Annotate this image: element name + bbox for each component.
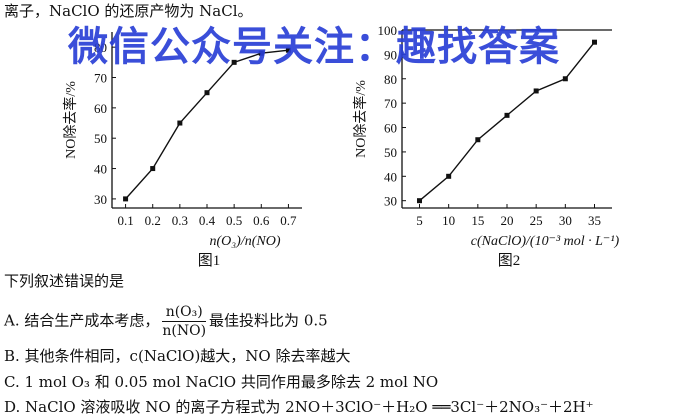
option-b: B. 其他条件相同，c(NaClO)越大，NO 除去率越大 xyxy=(4,347,351,365)
y-axis-label: NO除去率/% xyxy=(352,80,369,158)
x-tick-label: 25 xyxy=(530,213,543,228)
y-tick-label: 30 xyxy=(94,192,107,207)
ratio-fraction: n(O₃) n(NO) xyxy=(162,303,207,340)
data-point xyxy=(417,198,422,204)
y-tick-label: 90 xyxy=(384,47,397,62)
y-axis-label: NO除去率/% xyxy=(62,81,79,159)
data-point xyxy=(562,76,568,82)
figure-1-chart: 0.1 0.2 0.3 0.4 0.5 0.6 0.7 30 40 50 60 70 80 n(O₃)/n… xyxy=(62,32,302,269)
data-point xyxy=(446,173,452,179)
x-tick-label: 0.2 xyxy=(145,213,161,228)
option-c: C. 1 mol O₃ 和 0.05 mol NaClO 共同作用最多除去 2 … xyxy=(4,373,439,391)
y-tick-label: 50 xyxy=(94,131,107,146)
x-tick-label: 0.1 xyxy=(117,213,133,228)
data-point xyxy=(231,59,237,65)
option-a-tail: 最佳投料比为 0.5 xyxy=(209,311,328,330)
option-a-label: A. 结合生产成本考虑， xyxy=(4,311,160,330)
y-tick-label: 60 xyxy=(94,101,107,116)
x-axis-label: c(NaClO)/(10⁻³ mol · L⁻¹) xyxy=(471,234,620,249)
fraction-numerator: n(O₃) xyxy=(162,303,207,322)
y-tick-label: 30 xyxy=(384,194,397,209)
y-tick-label: 80 xyxy=(384,72,397,87)
data-point xyxy=(475,137,481,143)
y-tick-label: 100 xyxy=(378,23,398,38)
data-point xyxy=(504,112,510,118)
preceding-text: 离子，NaClO 的还原产物为 NaCl。 xyxy=(4,2,253,20)
x-tick-label: 0.6 xyxy=(253,213,270,228)
figure-caption: 图2 xyxy=(498,252,521,269)
y-tick-label: 70 xyxy=(94,71,107,86)
y-tick-label: 40 xyxy=(94,162,107,177)
data-point xyxy=(204,90,210,96)
y-tick-label: 60 xyxy=(384,121,397,136)
x-axis-label: n(O₃)/n(NO) xyxy=(210,234,281,249)
x-tick-label: 0.7 xyxy=(280,213,297,228)
data-line xyxy=(125,49,289,200)
data-point xyxy=(123,196,129,202)
y-tick-label: 70 xyxy=(384,96,397,111)
option-d: D. NaClO 溶液吸收 NO 的离子方程式为 2NO＋3ClO⁻＋H₂O ═… xyxy=(4,398,594,416)
data-point xyxy=(177,120,183,126)
x-tick-label: 0.3 xyxy=(172,213,188,228)
data-point xyxy=(285,47,291,53)
data-point xyxy=(592,39,597,45)
figure-caption: 图1 xyxy=(198,252,221,269)
figure-2-chart: 5 10 15 20 25 30 35 30 40 50 60 70 80 90 100 c(NaClO)/(… xyxy=(352,23,620,269)
x-tick-label: 15 xyxy=(471,213,484,228)
x-tick-label: 5 xyxy=(416,213,423,228)
fraction-denominator: n(NO) xyxy=(162,323,207,339)
x-tick-label: 35 xyxy=(588,213,601,228)
data-point xyxy=(258,50,264,56)
y-tick-label: 80 xyxy=(94,40,107,55)
watermark-text: 微信公众号关注：趣找答案 xyxy=(68,24,560,70)
x-tick-label: 20 xyxy=(501,213,514,228)
x-tick-label: 0.5 xyxy=(226,213,242,228)
x-tick-label: 30 xyxy=(559,213,572,228)
data-point xyxy=(150,166,156,172)
y-tick-label: 40 xyxy=(384,169,397,184)
data-point xyxy=(533,88,539,94)
question-stem: 下列叙述错误的是 xyxy=(4,272,125,290)
option-a: A. 结合生产成本考虑， n(O₃) n(NO) 最佳投料比为 0.5 xyxy=(4,303,328,340)
x-tick-label: 0.4 xyxy=(199,213,216,228)
y-tick-label: 50 xyxy=(384,145,397,160)
x-tick-label: 10 xyxy=(442,213,455,228)
figures-area: 0.1 0.2 0.3 0.4 0.5 0.6 0.7 30 40 50 60 70 80 n(O₃)/n… xyxy=(62,23,620,269)
